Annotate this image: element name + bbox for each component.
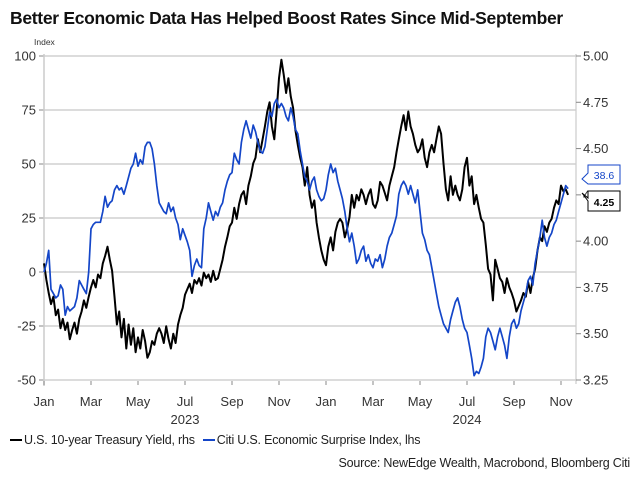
gridlines: [44, 55, 576, 381]
right-tick-label: 5.00: [583, 49, 608, 64]
x-year-label: 2023: [171, 412, 200, 427]
annotation-label-cesi: 38.6: [594, 170, 615, 182]
annotation-label-treasury: 4.25: [594, 197, 615, 209]
legend-swatch-cesi: [202, 439, 215, 441]
series-line-surprise-index: [43, 98, 569, 377]
annotation-box-treasury: [581, 190, 621, 212]
right-tick-label: 3.75: [583, 280, 608, 295]
legend: U.S. 10-year Treasury Yield, rhs Citi U.…: [10, 433, 428, 447]
x-tick-label: Nov: [549, 394, 573, 409]
series-line-treasury-yield: [43, 58, 570, 359]
x-tick-label: Jul: [459, 394, 476, 409]
x-tick-label: Sep: [220, 394, 243, 409]
left-tick-label: 75: [22, 103, 36, 118]
legend-item-treasury: U.S. 10-year Treasury Yield, rhs: [10, 433, 195, 447]
left-tick-label: 0: [29, 265, 36, 280]
x-tick-label: Nov: [267, 394, 291, 409]
left-tick-label: 25: [22, 211, 36, 226]
left-axis-label: Index: [34, 37, 56, 47]
source-note: Source: NewEdge Wealth, Macrobond, Bloom…: [338, 456, 630, 470]
right-tick-label: 4.00: [583, 234, 608, 249]
series-lines: [43, 58, 570, 377]
legend-swatch-treasury: [10, 439, 22, 441]
left-tick-label: -25: [17, 319, 36, 334]
x-tick-label: May: [408, 394, 433, 409]
right-tick-label: 3.25: [583, 373, 608, 388]
right-tick-label: 3.50: [583, 326, 608, 341]
chart-area: 100 75 50 25 0 -25 -50 Index 5.00 4.75 4.50 4.25 4.0…: [14, 37, 621, 427]
x-year-label: 2024: [453, 412, 482, 427]
x-tick-label: May: [126, 394, 151, 409]
legend-label-cesi: Citi U.S. Economic Surprise Index, lhs: [216, 433, 421, 447]
last-value-annotations: 38.6 4.25: [581, 164, 621, 212]
chart-title: Better Economic Data Has Helped Boost Ra…: [10, 8, 563, 28]
right-tick-label: 4.50: [583, 141, 608, 156]
axes: 1007550250-25-50Index5.004.754.504.254.0…: [14, 37, 608, 427]
left-tick-label: 50: [22, 157, 36, 172]
x-tick-label: Jan: [34, 394, 55, 409]
x-tick-label: Mar: [80, 394, 103, 409]
legend-item-cesi: Citi U.S. Economic Surprise Index, lhs: [202, 433, 421, 447]
left-tick-label: 100: [14, 49, 36, 64]
legend-label-treasury: U.S. 10-year Treasury Yield, rhs: [24, 433, 195, 447]
x-tick-label: Jan: [316, 394, 337, 409]
right-tick-label: 4.75: [583, 95, 608, 110]
annotation-box-cesi: [581, 164, 621, 185]
x-tick-label: Mar: [362, 394, 385, 409]
x-tick-label: Sep: [502, 394, 525, 409]
x-tick-label: Jul: [177, 394, 194, 409]
left-tick-label: -50: [17, 373, 36, 388]
